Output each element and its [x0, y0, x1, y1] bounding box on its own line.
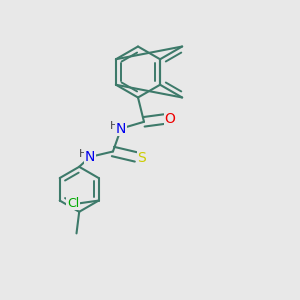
Text: O: O	[164, 112, 175, 126]
Text: S: S	[137, 152, 146, 165]
Text: N: N	[116, 122, 126, 136]
Text: H: H	[110, 121, 118, 130]
Text: H: H	[79, 149, 88, 159]
Text: N: N	[85, 150, 95, 164]
Text: Cl: Cl	[67, 197, 79, 210]
